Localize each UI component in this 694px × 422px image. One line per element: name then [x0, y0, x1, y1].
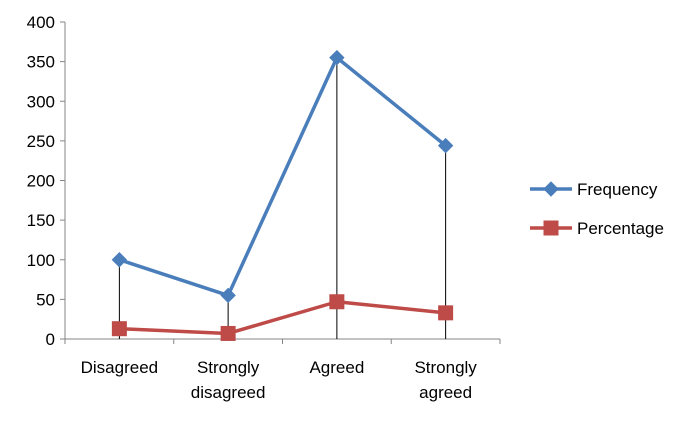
legend-marker-frequency — [543, 181, 559, 197]
y-tick-label: 300 — [27, 92, 55, 111]
legend-marker-percentage — [543, 220, 559, 236]
y-tick-label: 250 — [27, 132, 55, 151]
x-tick-label: Strongly disagreed — [191, 358, 266, 402]
y-tick-label: 400 — [27, 13, 55, 32]
data-point-percentage — [111, 321, 127, 337]
x-tick-label: Strongly agreed — [414, 358, 477, 402]
legend: Frequency Percentage — [530, 180, 664, 238]
series-line-frequency — [118, 55, 447, 298]
data-point-frequency — [329, 49, 345, 66]
y-tick-label: 100 — [27, 251, 55, 270]
axes-group: 0 50 100 150 200 250 300 350 400 Disagreed Strongl… — [27, 13, 501, 402]
y-tick-label: 200 — [27, 172, 55, 191]
legend-label-frequency: Frequency — [577, 180, 658, 199]
data-point-frequency — [437, 137, 454, 154]
data-point-frequency — [111, 252, 128, 268]
y-tick-label: 350 — [27, 53, 55, 72]
x-tick-label: Disagreed — [81, 358, 159, 377]
data-point-percentage — [329, 294, 345, 310]
series-line-percentage — [119, 300, 446, 336]
y-tick-label: 50 — [36, 290, 55, 309]
x-tick-label: Agreed — [309, 358, 364, 377]
y-tick-label: 0 — [46, 330, 55, 349]
series-group — [111, 49, 454, 341]
data-point-frequency — [220, 287, 236, 304]
data-point-percentage — [220, 325, 236, 341]
legend-label-percentage: Percentage — [577, 219, 664, 238]
y-tick-label: 150 — [27, 211, 55, 230]
data-point-percentage — [438, 305, 454, 321]
drop-lines-group — [118, 57, 447, 339]
